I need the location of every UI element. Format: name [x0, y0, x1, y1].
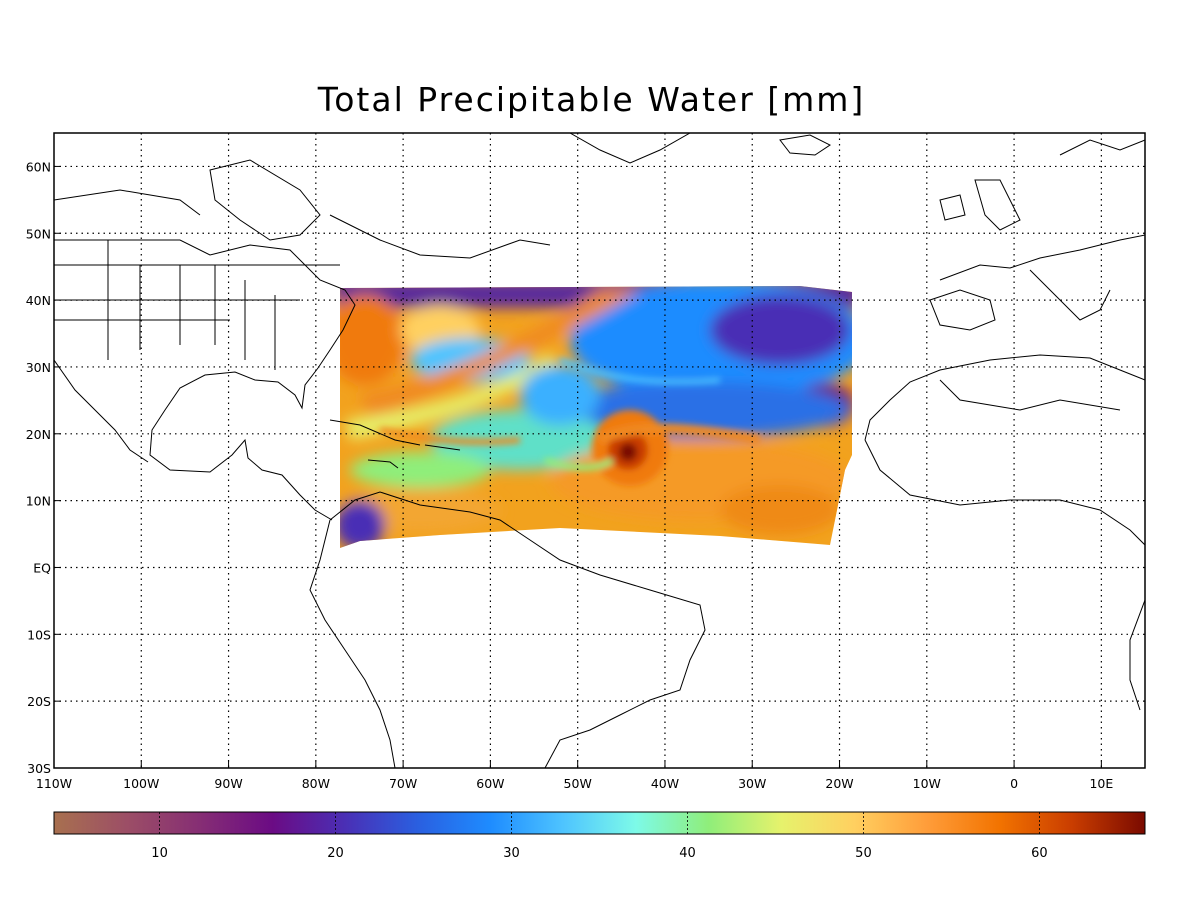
lon-tick-label: 10E	[1089, 776, 1113, 791]
lon-tick-label: 90W	[214, 776, 242, 791]
lat-tick-label: 10N	[26, 494, 51, 509]
colorbar: 10 20 30 40 50 60	[53, 811, 1146, 861]
map-frame	[53, 132, 1146, 769]
lat-tick-label: 30N	[26, 360, 51, 375]
lon-tick-label: 30W	[738, 776, 766, 791]
colorbar-tick-label: 10	[151, 846, 168, 861]
colorbar-tick-label: 30	[503, 846, 520, 861]
lon-tick-label: 10W	[913, 776, 941, 791]
coastlines	[54, 133, 1145, 768]
lon-tick-label: 50W	[564, 776, 592, 791]
lon-tick-label: 80W	[302, 776, 330, 791]
gridlines	[54, 133, 1145, 768]
lat-tick-label: 20S	[27, 694, 51, 709]
lat-tick-label: 60N	[26, 159, 51, 174]
colorbar-tick-label: 60	[1031, 846, 1048, 861]
lon-tick-label: 0	[1010, 776, 1018, 791]
colorbar-tick-label: 50	[855, 846, 872, 861]
lat-tick-label: 40N	[26, 293, 51, 308]
lat-tick-label: 10S	[27, 627, 51, 642]
latitude-axis: 60N 50N 40N 30N 20N 10N EQ 10S 20S 30S	[26, 159, 61, 776]
lat-tick-label: EQ	[33, 560, 51, 575]
longitude-axis: 110W 100W 90W 80W 70W 60W 50W 40W 30W 20W 10W 0 10E	[36, 761, 1113, 791]
lon-tick-label: 40W	[651, 776, 679, 791]
lon-tick-label: 100W	[123, 776, 159, 791]
lon-tick-label: 20W	[825, 776, 853, 791]
lon-tick-label: 70W	[389, 776, 417, 791]
lat-tick-label: 20N	[26, 427, 51, 442]
chart-title: Total Precipitable Water [mm]	[317, 80, 866, 119]
lon-tick-label: 110W	[36, 776, 72, 791]
colorbar-ticks: 10 20 30 40 50 60	[151, 812, 1048, 861]
lat-tick-label: 50N	[26, 226, 51, 241]
colorbar-tick-label: 40	[679, 846, 696, 861]
colorbar-tick-label: 20	[327, 846, 344, 861]
lat-tick-label: 30S	[27, 761, 51, 776]
precipitable-water-field	[340, 286, 852, 548]
lon-tick-label: 60W	[476, 776, 504, 791]
